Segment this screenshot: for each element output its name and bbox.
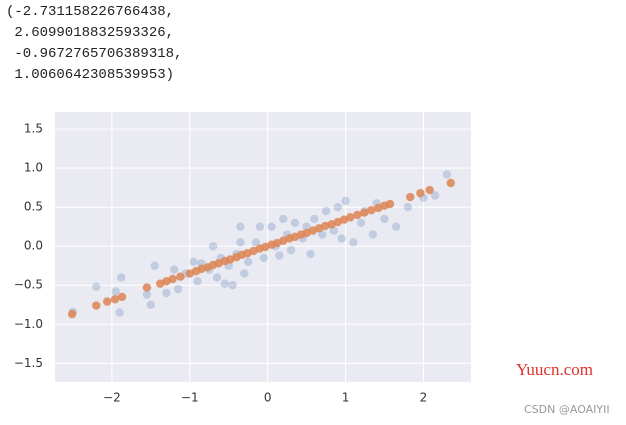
point: [220, 279, 230, 288]
output-line: -0.9672765706389318,: [6, 46, 183, 62]
point: [236, 222, 245, 231]
x-tick-label: 2: [420, 391, 428, 405]
point: [368, 230, 378, 239]
point: [142, 290, 152, 299]
y-tick-label: −0.5: [14, 278, 43, 292]
x-tick-label: 0: [264, 391, 272, 405]
point: [173, 284, 183, 294]
point: [243, 257, 253, 267]
point: [111, 287, 120, 296]
point: [360, 208, 369, 217]
point: [341, 196, 350, 206]
point: [310, 214, 319, 224]
point: [333, 203, 342, 212]
point: [385, 199, 395, 209]
point: [189, 257, 198, 267]
point: [290, 218, 300, 228]
output-line: 2.6099018832593326,: [6, 25, 175, 41]
point: [212, 273, 222, 282]
point: [275, 251, 284, 260]
point: [92, 282, 101, 291]
point: [353, 210, 362, 220]
point: [251, 238, 261, 247]
point: [321, 206, 331, 216]
watermark: Yuucn.com: [516, 360, 593, 379]
point: [406, 192, 415, 202]
point: [208, 242, 218, 251]
y-tick-label: 0.0: [24, 239, 43, 253]
point: [92, 301, 101, 310]
point: [240, 269, 249, 278]
point: [169, 265, 179, 274]
point: [228, 281, 237, 290]
y-tick-label: −1.5: [14, 356, 43, 370]
point: [279, 214, 288, 224]
point: [430, 191, 440, 200]
point: [110, 295, 120, 304]
point: [117, 273, 126, 282]
point: [392, 222, 401, 231]
point: [442, 170, 452, 179]
point: [425, 185, 434, 195]
point: [193, 277, 202, 286]
point: [146, 300, 156, 309]
watermark: CSDN @AOAIYII: [524, 403, 610, 416]
x-tick-label: 1: [342, 391, 350, 405]
point: [115, 308, 124, 317]
point: [403, 203, 413, 212]
point: [67, 309, 77, 319]
point: [349, 238, 358, 247]
output-line: (-2.731158226766438,: [6, 4, 175, 20]
y-tick-label: 1.5: [24, 122, 43, 136]
point: [168, 274, 177, 284]
point: [286, 245, 296, 255]
point: [416, 188, 425, 198]
point: [380, 214, 389, 224]
point: [267, 222, 276, 231]
output-line: 1.0060642308539953): [6, 67, 175, 83]
point: [446, 178, 455, 188]
point: [150, 261, 159, 270]
x-tick-label: −2: [103, 391, 121, 405]
point: [102, 297, 112, 306]
point: [117, 292, 127, 302]
point: [367, 206, 376, 215]
point: [236, 238, 245, 247]
point: [142, 283, 152, 292]
point: [318, 230, 327, 239]
point: [306, 249, 315, 259]
y-tick-label: 1.0: [24, 161, 43, 175]
y-tick-label: −1.0: [14, 317, 43, 331]
cell-output: (-2.731158226766438, 2.6099018832593326,…: [6, 2, 182, 86]
y-tick-label: 0.5: [24, 200, 43, 214]
point: [176, 272, 185, 281]
point: [337, 234, 346, 243]
point: [259, 253, 268, 263]
x-tick-label: −1: [181, 391, 199, 405]
point: [255, 222, 265, 231]
point: [302, 222, 311, 231]
point: [162, 288, 171, 298]
point: [356, 218, 366, 228]
point: [346, 213, 355, 222]
